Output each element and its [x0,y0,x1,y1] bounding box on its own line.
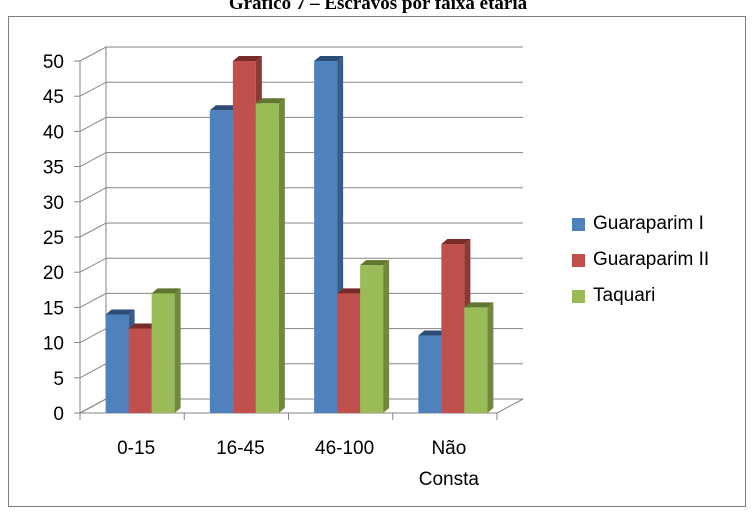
x-tick-label: 46-100 [315,438,374,459]
bar-top [105,309,135,315]
bar-front [209,110,233,413]
bar-front [337,293,361,413]
bar-front [441,244,465,413]
bar-front [105,314,129,413]
bar-front [418,335,442,413]
legend-item: Guaraparim I [572,206,752,242]
legend-label: Taquari [593,285,656,306]
y-tick-label: 25 [43,228,64,249]
bar-top [255,98,285,104]
bars [105,56,494,414]
legend-item: Guaraparim II [572,242,752,278]
bar-side [487,302,494,413]
legend-swatch [572,289,585,303]
y-tick-label: 5 [53,369,64,390]
bar-top [209,105,239,111]
gridline [79,152,523,168]
bar-front [360,265,384,413]
legend-swatch [572,217,585,231]
bar-front [255,103,279,414]
bar [255,98,285,414]
gridline [79,187,523,203]
y-tick-label: 15 [43,298,64,319]
bar-side [278,98,285,414]
bar [151,288,181,413]
bar-top [464,302,494,308]
legend-label: Guaraparim I [593,213,704,234]
bar-top [128,323,158,329]
bar-front [464,307,488,413]
gridline [79,222,523,238]
y-tick-label: 30 [43,193,64,214]
gridline [79,257,523,273]
bar-front [128,328,152,413]
chart-title: Gráfico 7 – Escravos por faixa etária [228,0,528,14]
legend-swatch [572,253,585,267]
bar-side [174,288,181,413]
bar [360,260,390,413]
bar-side [383,260,390,413]
bar-front [232,61,256,413]
bar-top [337,288,367,294]
bar-top [418,330,448,336]
x-tick-label: 16-45 [216,438,265,459]
y-tick-label: 10 [43,334,64,355]
y-tick-label: 35 [43,158,64,179]
x-axis: 0-15 16-45 46-100 Não Consta [79,413,498,490]
x-tick-label: Não Consta [419,438,480,490]
legend-item: Taquari [572,278,752,314]
bar-top [314,56,344,61]
bar [464,302,494,413]
y-tick-label: 20 [43,263,64,284]
legend: Guaraparim I Guaraparim II Taquari [572,206,752,314]
bar-front [151,293,175,413]
legend-label: Guaraparim II [593,249,710,270]
bar-top [360,260,390,266]
gridline [79,46,523,62]
y-axis: 0 5 10 15 20 25 30 35 40 45 50 [43,52,80,425]
bar-top [151,288,181,294]
y-tick-label: 50 [43,52,64,73]
bar-front [314,61,338,413]
gridline [79,81,523,97]
x-tick-label: 0-15 [117,438,155,459]
bar-top [232,56,262,61]
gridline [79,116,523,132]
y-tick-label: 40 [43,122,64,143]
y-tick-label: 45 [43,87,64,108]
y-tick-label: 0 [53,404,64,425]
bar-top [441,239,471,245]
